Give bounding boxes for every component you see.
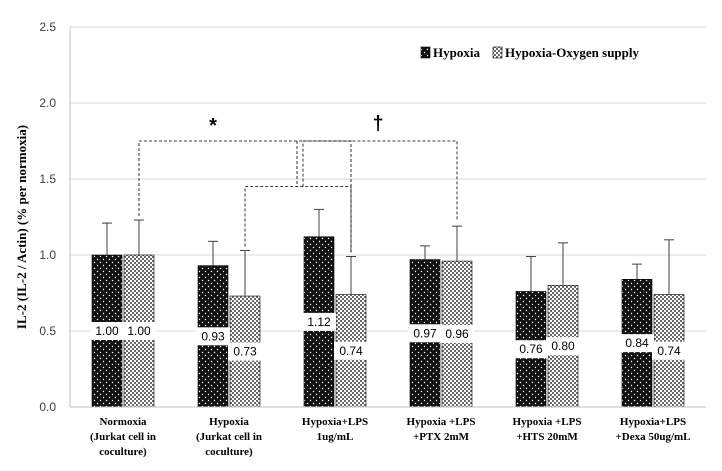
significance-marker: †	[372, 113, 383, 135]
data-label: 0.74	[657, 344, 681, 358]
y-tick-label: 0.5	[39, 324, 56, 338]
data-label: 0.76	[519, 342, 543, 356]
data-label-box	[546, 337, 580, 356]
x-category-label: Hypoxia +LPS	[407, 416, 476, 428]
data-label-box	[122, 322, 156, 340]
y-tick-label: 0.0	[39, 400, 56, 414]
data-label-box	[228, 342, 262, 361]
x-category-label: coculture)	[205, 446, 253, 458]
data-label: 0.96	[445, 327, 469, 341]
x-category-label: Normoxia	[99, 416, 147, 428]
x-category-label: Hypoxia+LPS	[302, 416, 368, 428]
data-label-box	[90, 322, 124, 340]
data-label-box	[652, 341, 686, 360]
legend-label-hypoxia: Hypoxia	[433, 45, 480, 60]
data-label-box	[514, 340, 548, 359]
y-tick-label: 1.0	[39, 248, 56, 262]
legend-swatch-hypoxia	[420, 46, 431, 59]
data-label: 0.93	[201, 329, 225, 343]
significance-bracket	[302, 140, 458, 221]
data-label: 0.84	[625, 336, 649, 350]
data-label-box	[440, 325, 474, 344]
x-category-label: +Dexa 50ug/mL	[615, 431, 690, 443]
x-category-label: +PTX 2mM	[413, 431, 470, 443]
y-tick-label: 2.5	[39, 20, 56, 34]
data-label: 1.12	[307, 315, 331, 329]
x-category-label: coculture)	[99, 446, 147, 458]
x-category-label: (Jurkat cell in	[90, 431, 156, 443]
data-label-box	[334, 341, 368, 360]
significance-marker: *	[209, 115, 217, 137]
x-category-label: +HTS 20mM	[516, 431, 578, 443]
data-label-box	[196, 327, 230, 346]
data-label: 1.00	[127, 324, 151, 338]
data-label: 0.73	[233, 345, 257, 359]
y-axis-label: IL-2 (IL-2 / Actin) (% per normoxia)	[14, 125, 29, 329]
data-label: 0.74	[339, 344, 363, 358]
legend-label-oxygen-supply: Hypoxia-Oxygen supply	[505, 45, 640, 60]
data-label-box	[408, 324, 442, 343]
x-category-label: Hypoxia	[209, 416, 249, 428]
x-category-label: (Jurkat cell in	[196, 431, 262, 443]
data-label: 0.80	[551, 339, 575, 353]
data-label: 1.00	[95, 324, 119, 338]
legend-swatch-oxygen-supply	[492, 46, 503, 59]
data-label-box	[302, 312, 336, 331]
y-tick-label: 2.0	[39, 96, 56, 110]
data-label-box	[620, 334, 654, 353]
x-category-label: 1ug/mL	[317, 431, 354, 443]
significance-bracket	[244, 186, 352, 253]
x-category-label: Hypoxia+LPS	[620, 416, 686, 428]
y-tick-label: 1.5	[39, 172, 56, 186]
data-label: 0.97	[413, 326, 437, 340]
x-category-label: Hypoxia +LPS	[513, 416, 582, 428]
